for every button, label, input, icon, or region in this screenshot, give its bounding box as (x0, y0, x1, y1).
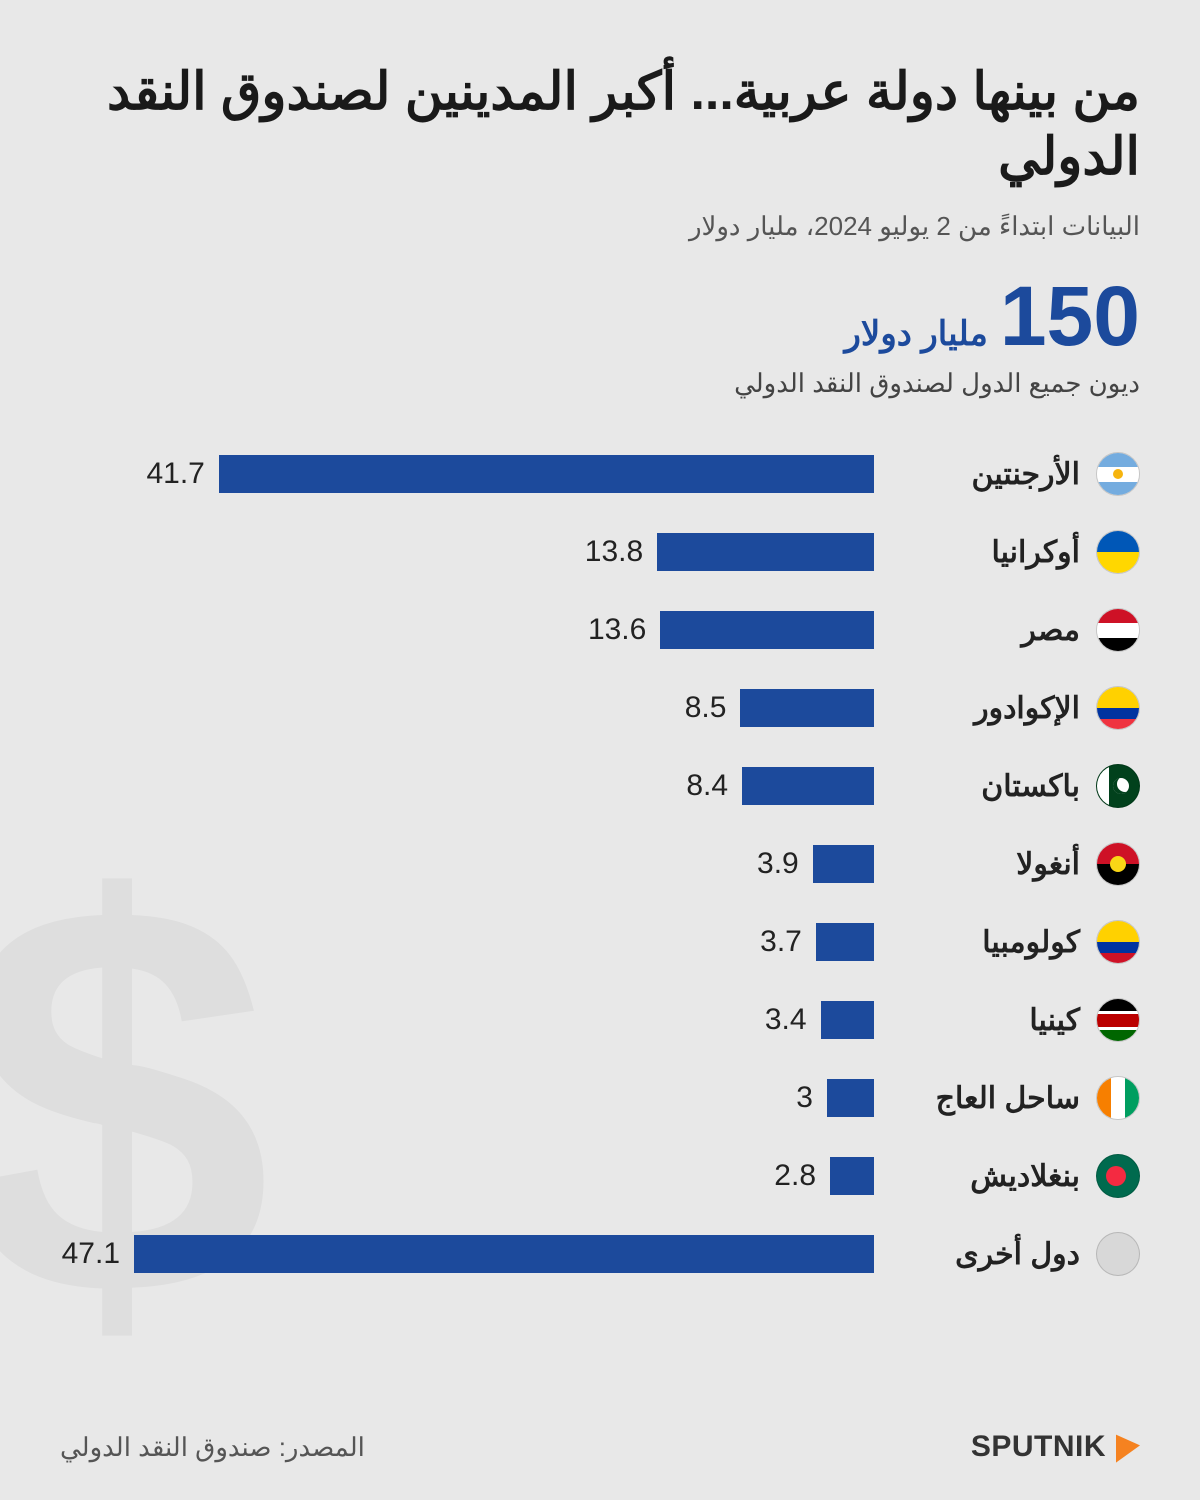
flag-icon (1096, 608, 1140, 652)
country-label: أنغولا (890, 847, 1080, 882)
bar (740, 689, 874, 727)
flag-icon (1096, 530, 1140, 574)
source-text: المصدر: صندوق النقد الدولي (60, 1432, 365, 1463)
bar-value: 8.4 (686, 769, 728, 803)
bar-wrap: 3.4 (60, 1001, 874, 1039)
bar (134, 1235, 874, 1273)
flag-icon (1096, 998, 1140, 1042)
brand-logo: SPUTNIK (971, 1430, 1140, 1464)
total-number: 150 (1000, 274, 1140, 358)
bar (827, 1079, 874, 1117)
flag-icon (1096, 452, 1140, 496)
bar (219, 455, 874, 493)
bar-value: 47.1 (62, 1237, 120, 1271)
bar-value: 3 (796, 1081, 813, 1115)
bar-row: مصر 13.6 (60, 591, 1140, 669)
bar-wrap: 13.6 (60, 611, 874, 649)
bar (816, 923, 874, 961)
country-label: كينيا (890, 1003, 1080, 1038)
chart-subtitle: البيانات ابتداءً من 2 يوليو 2024، مليار … (60, 208, 1140, 244)
bar-wrap: 2.8 (60, 1157, 874, 1195)
bar-row: الإكوادور 8.5 (60, 669, 1140, 747)
country-label: الأرجنتين (890, 457, 1080, 492)
bar (742, 767, 874, 805)
total-row: 150 مليار دولار (60, 274, 1140, 358)
flag-icon (1096, 1232, 1140, 1276)
bar-value: 3.9 (757, 847, 799, 881)
bar-row: بنغلاديش 2.8 (60, 1137, 1140, 1215)
flag-icon (1096, 1076, 1140, 1120)
bar-wrap: 47.1 (60, 1235, 874, 1273)
bar-wrap: 3 (60, 1079, 874, 1117)
bar-value: 13.8 (585, 535, 643, 569)
flag-icon (1096, 842, 1140, 886)
country-label: بنغلاديش (890, 1159, 1080, 1194)
country-label: مصر (890, 613, 1080, 648)
bar-value: 41.7 (146, 457, 204, 491)
bar-wrap: 3.9 (60, 845, 874, 883)
flag-icon (1096, 1154, 1140, 1198)
country-label: الإكوادور (890, 691, 1080, 726)
bar-value: 13.6 (588, 613, 646, 647)
brand-text: SPUTNIK (971, 1430, 1106, 1464)
flag-icon (1096, 764, 1140, 808)
brand-arrow-icon (1116, 1431, 1140, 1462)
flag-icon (1096, 686, 1140, 730)
bar-wrap: 41.7 (60, 455, 874, 493)
bar-row: كينيا 3.4 (60, 981, 1140, 1059)
flag-icon (1096, 920, 1140, 964)
bar-row: ساحل العاج 3 (60, 1059, 1140, 1137)
bar-chart: الأرجنتين 41.7 أوكرانيا 13.8 مصر 13.6 الإكوادو… (60, 435, 1140, 1293)
bar (657, 533, 874, 571)
bar-wrap: 8.4 (60, 767, 874, 805)
bar-row: أوكرانيا 13.8 (60, 513, 1140, 591)
bar-row: دول أخرى 47.1 (60, 1215, 1140, 1293)
bar-value: 3.4 (765, 1003, 807, 1037)
bar-wrap: 8.5 (60, 689, 874, 727)
total-unit: مليار دولار (845, 314, 988, 354)
country-label: ساحل العاج (890, 1081, 1080, 1116)
bar-row: أنغولا 3.9 (60, 825, 1140, 903)
country-label: أوكرانيا (890, 535, 1080, 570)
bar (660, 611, 874, 649)
bar-wrap: 3.7 (60, 923, 874, 961)
country-label: دول أخرى (890, 1237, 1080, 1272)
bar (813, 845, 874, 883)
bar-row: الأرجنتين 41.7 (60, 435, 1140, 513)
bar-value: 3.7 (760, 925, 802, 959)
bar (830, 1157, 874, 1195)
bar-row: كولومبيا 3.7 (60, 903, 1140, 981)
bar-value: 2.8 (774, 1159, 816, 1193)
bar (821, 1001, 874, 1039)
bar-wrap: 13.8 (60, 533, 874, 571)
bar-row: باكستان 8.4 (60, 747, 1140, 825)
bar-value: 8.5 (685, 691, 727, 725)
country-label: باكستان (890, 769, 1080, 804)
total-label: ديون جميع الدول لصندوق النقد الدولي (60, 368, 1140, 399)
country-label: كولومبيا (890, 925, 1080, 960)
chart-title: من بينها دولة عربية... أكبر المدينين لصن… (60, 60, 1140, 190)
